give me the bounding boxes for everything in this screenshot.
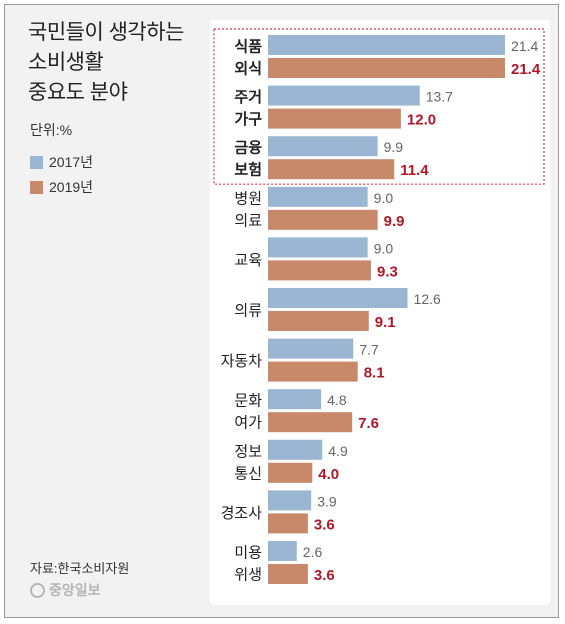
value-label-2017-0: 21.4 (511, 38, 538, 54)
bar-2019-6 (268, 361, 358, 382)
logo-mark-icon (30, 582, 45, 598)
bar-2017-8 (268, 439, 323, 460)
bar-2019-8 (268, 462, 313, 483)
legend-swatch-2019 (30, 180, 43, 194)
category-label-0-1: 외식 (234, 60, 262, 78)
bar-2019-0 (268, 58, 505, 78)
category-label-6-0: 자동차 (221, 353, 263, 370)
value-label-2019-4: 9.3 (377, 263, 398, 280)
value-label-2017-5: 12.6 (414, 291, 441, 307)
bar-2019-2 (268, 159, 395, 180)
category-label-7-1: 여가 (234, 415, 262, 432)
category-label-2-1: 보험 (234, 162, 262, 179)
legend-label-2019: 2019년 (49, 179, 94, 195)
value-label-2019-9: 3.6 (314, 516, 335, 533)
category-label-8-0: 정보 (234, 443, 262, 460)
bar-2017-6 (268, 338, 354, 359)
legend-item-2019: 2019년 (30, 177, 93, 197)
category-label-0-0: 식품 (234, 39, 262, 56)
bar-2019-5 (268, 311, 369, 331)
bar-2019-10 (268, 564, 308, 584)
category-label-2-0: 금융 (234, 140, 262, 157)
chart-title: 국민들이 생각하는 소비생활 중요도 분야 (28, 18, 218, 108)
value-label-2019-8: 4.0 (318, 466, 339, 483)
bar-2019-1 (268, 108, 401, 129)
value-label-2017-4: 9.0 (374, 240, 394, 256)
value-label-2019-7: 7.6 (358, 415, 379, 432)
unit-label: 단위:% (30, 122, 73, 138)
category-label-3-0: 병원 (234, 190, 262, 207)
value-label-2019-3: 9.9 (384, 213, 405, 230)
bar-2017-0 (268, 35, 505, 55)
bar-2017-9 (268, 490, 312, 511)
value-label-2017-9: 3.9 (317, 493, 337, 509)
source-note: 자료:한국소비자원 (30, 561, 130, 576)
legend-swatch-2017 (30, 155, 43, 169)
value-label-2019-6: 8.1 (364, 365, 385, 382)
bar-2017-2 (268, 136, 378, 157)
bar-2017-3 (268, 186, 368, 207)
value-label-2019-0: 21.4 (511, 61, 541, 78)
category-label-3-1: 의료 (234, 212, 262, 229)
bar-2019-4 (268, 260, 371, 281)
category-label-1-0: 주거 (234, 89, 262, 106)
legend-item-2017: 2017년 (30, 152, 93, 172)
category-label-10-0: 미용 (234, 545, 262, 562)
value-label-2017-7: 4.8 (327, 392, 347, 408)
category-label-8-1: 통신 (234, 465, 262, 482)
bar-2017-1 (268, 85, 420, 106)
category-label-10-1: 위생 (234, 567, 262, 584)
legend-label-2017: 2017년 (49, 154, 94, 170)
value-label-2019-1: 12.0 (407, 112, 436, 129)
category-label-1-1: 가구 (234, 111, 262, 128)
category-label-5-0: 의류 (234, 303, 262, 320)
bar-2017-4 (268, 237, 368, 258)
title-line-3: 중요도 분야 (28, 81, 128, 104)
value-label-2017-2: 9.9 (384, 139, 404, 155)
value-label-2017-8: 4.9 (328, 443, 348, 459)
bar-2017-5 (268, 288, 408, 308)
value-label-2019-5: 9.1 (375, 314, 396, 331)
bar-2019-3 (268, 209, 378, 230)
logo-text: 중앙일보 (49, 582, 101, 598)
value-label-2017-3: 9.0 (374, 190, 394, 206)
highlight-box (213, 28, 545, 185)
category-label-9-0: 경조사 (221, 505, 263, 522)
value-label-2019-2: 11.4 (400, 162, 429, 179)
publisher-logo: 중앙일보 (30, 580, 101, 600)
title-line-1: 국민들이 생각하는 (28, 21, 184, 44)
value-label-2017-10: 2.6 (303, 544, 323, 560)
category-label-4-0: 교육 (234, 252, 262, 269)
bar-2017-10 (268, 541, 297, 561)
title-line-2: 소비생활 (28, 51, 104, 74)
value-label-2017-1: 13.7 (426, 89, 453, 105)
bar-2019-9 (268, 513, 308, 534)
bar-2019-7 (268, 412, 353, 433)
value-label-2019-10: 3.6 (314, 567, 335, 584)
bar-2017-7 (268, 389, 322, 410)
category-label-7-0: 문화 (234, 393, 262, 410)
value-label-2017-6: 7.7 (359, 342, 379, 358)
